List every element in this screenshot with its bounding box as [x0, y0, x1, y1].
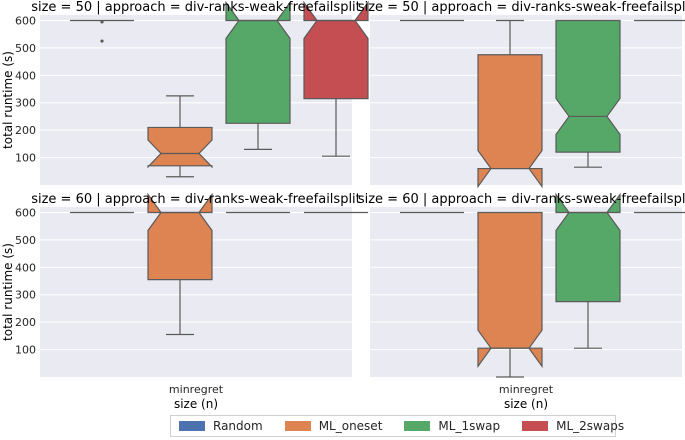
- box-ML_oneset: [477, 211, 543, 378]
- x-axis-label: size (n): [504, 397, 548, 411]
- box-body: [147, 126, 213, 169]
- x-category-label: minregret: [499, 383, 554, 396]
- x-category-label: minregret: [169, 383, 224, 396]
- y-tick-label: 600: [15, 206, 36, 219]
- box-body: [225, 0, 291, 124]
- panel-title: size = 50 | approach = div-ranks-weak-fr…: [31, 0, 361, 15]
- legend-label: ML_1swap: [438, 419, 501, 433]
- box-ML_oneset: [147, 192, 213, 336]
- box-ML_2swaps: [303, 0, 369, 157]
- legend-swatch: [404, 421, 431, 431]
- y-tick-label: 400: [15, 261, 36, 274]
- y-tick-label: 300: [15, 97, 36, 110]
- box-body: [555, 19, 621, 153]
- y-tick-label: 500: [15, 42, 36, 55]
- box-body: [477, 54, 543, 189]
- box-ML_oneset: [147, 95, 213, 178]
- box-ML_1swap: [555, 19, 621, 168]
- y-tick-label: 400: [15, 69, 36, 82]
- box-body: [303, 0, 369, 100]
- y-tick-label: 100: [15, 152, 36, 165]
- box-ML_oneset: [477, 19, 543, 189]
- legend-label: ML_oneset: [318, 419, 383, 433]
- legend-label: Random: [213, 419, 263, 433]
- outlier-point: [100, 20, 104, 24]
- legend-item-Random: Random: [179, 419, 263, 433]
- legend-item-ML_2swaps: ML_2swaps: [522, 419, 624, 433]
- legend-swatch: [179, 421, 205, 431]
- legend: Random ML_oneset ML_1swap ML_2swaps: [170, 415, 624, 437]
- legend-swatch: [284, 421, 311, 431]
- legend-item-ML_1swap: ML_1swap: [404, 419, 500, 433]
- y-tick-label: 200: [15, 316, 36, 329]
- legend-swatch: [522, 421, 549, 431]
- panel-title: size = 60 | approach = div-ranks-sweak-f…: [358, 192, 685, 207]
- box-Random: [70, 19, 134, 43]
- chart-panel: size = 50 | approach = div-ranks-sweak-f…: [358, 0, 685, 189]
- box-body: [555, 192, 621, 303]
- box-body: [477, 211, 543, 369]
- legend-label: ML_2swaps: [556, 419, 625, 433]
- outlier-point: [100, 39, 104, 43]
- x-axis-label: size (n): [174, 397, 218, 411]
- chart-panel: size = 60 | approach = div-ranks-sweak-f…: [358, 192, 685, 411]
- y-axis-label: total runtime (s): [1, 243, 15, 341]
- y-tick-label: 500: [15, 234, 36, 247]
- box-ML_1swap: [555, 192, 621, 349]
- y-tick-label: 200: [15, 124, 36, 137]
- y-tick-label: 100: [15, 344, 36, 357]
- box-ML_1swap: [225, 0, 291, 150]
- y-axis-label: total runtime (s): [1, 51, 15, 149]
- y-tick-label: 300: [15, 289, 36, 302]
- box-body: [147, 192, 213, 281]
- panel-title: size = 60 | approach = div-ranks-weak-fr…: [31, 192, 361, 207]
- y-tick-label: 600: [15, 14, 36, 27]
- panel-title: size = 50 | approach = div-ranks-sweak-f…: [358, 0, 685, 15]
- legend-item-ML_oneset: ML_oneset: [284, 419, 383, 433]
